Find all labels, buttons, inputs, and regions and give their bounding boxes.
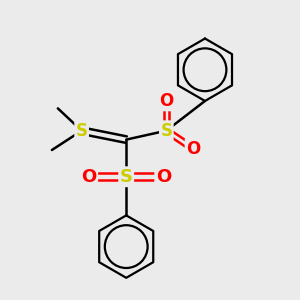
Text: O: O bbox=[81, 168, 97, 186]
Text: O: O bbox=[186, 140, 200, 158]
Text: O: O bbox=[159, 92, 173, 110]
Text: S: S bbox=[76, 122, 88, 140]
Text: O: O bbox=[156, 168, 171, 186]
Text: S: S bbox=[120, 168, 133, 186]
Text: S: S bbox=[160, 122, 172, 140]
